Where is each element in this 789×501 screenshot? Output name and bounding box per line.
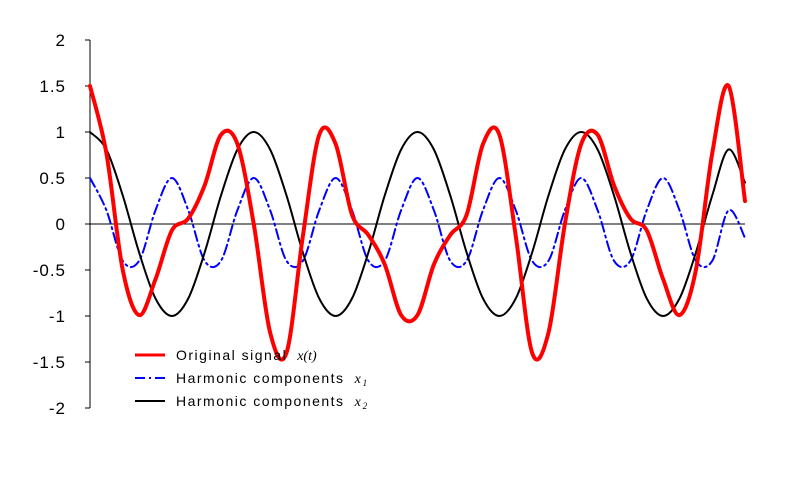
- y-tick-label: 0: [56, 215, 66, 234]
- legend-math-label: x(t): [296, 349, 317, 364]
- y-tick-label: 1.5: [39, 77, 66, 96]
- series-line-3: [89, 131, 746, 317]
- legend-label: Harmonic components: [176, 393, 345, 409]
- legend-subscript: 1: [363, 378, 368, 388]
- legend: Original signal x(t) Harmonic components x 1…: [135, 347, 368, 411]
- y-tick-label: -0.5: [33, 261, 66, 280]
- legend-math-label: x: [354, 372, 362, 387]
- y-tick-label: 0.5: [39, 169, 66, 188]
- y-axis-ticks: 2 1.5 1 0.5 0 -0.5 -1 -1.5 -2: [33, 31, 90, 418]
- y-tick-label: -2: [49, 399, 66, 418]
- legend-label: Original signal: [176, 347, 287, 363]
- legend-subscript: 2: [363, 401, 368, 411]
- y-tick-label: -1.5: [33, 353, 66, 372]
- y-tick-label: 1: [56, 123, 66, 142]
- series-lines: [88, 83, 747, 362]
- legend-label: Harmonic components: [176, 370, 345, 386]
- legend-math-label: x: [354, 395, 362, 410]
- y-tick-label: -1: [49, 307, 66, 326]
- series-line-2: [89, 177, 746, 269]
- y-tick-label: 2: [56, 31, 66, 50]
- series-line-1: [88, 83, 747, 362]
